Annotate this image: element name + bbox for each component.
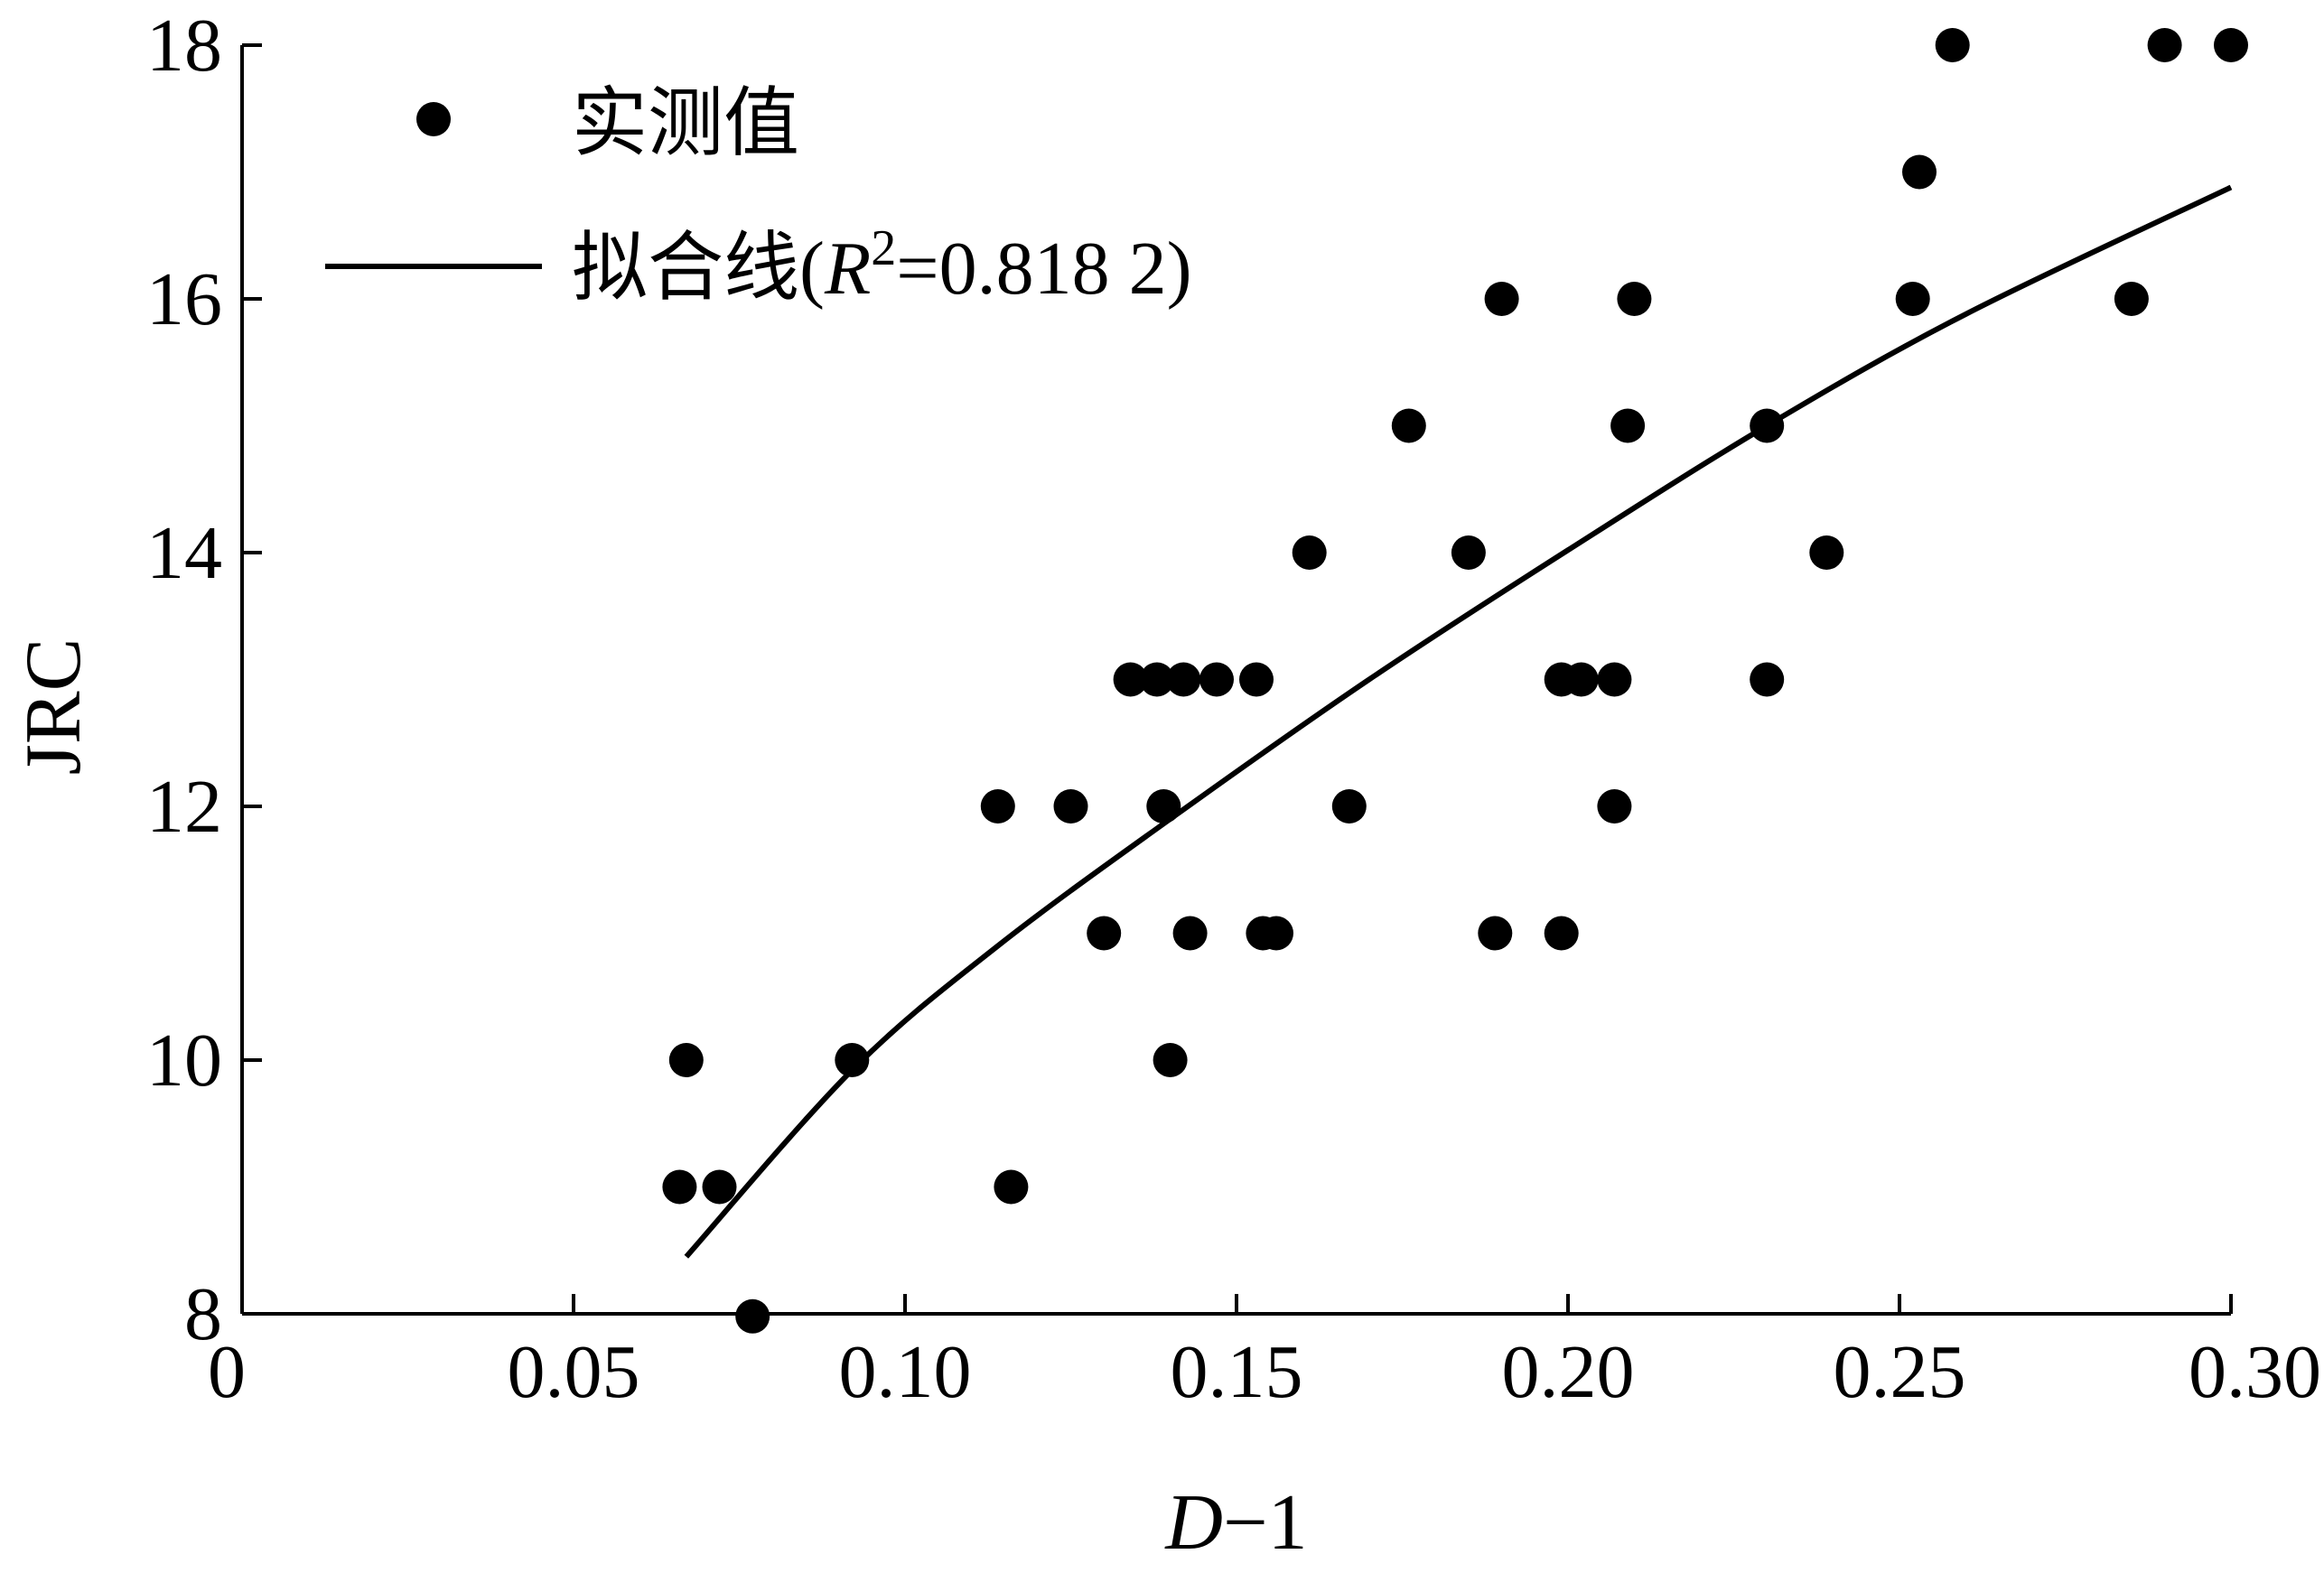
x-tick-label: 0.05	[508, 1330, 640, 1414]
y-tick-label: 14	[146, 511, 222, 595]
data-point	[1617, 282, 1652, 316]
data-point	[668, 1043, 704, 1077]
legend-fit-sup: 2	[871, 220, 896, 276]
data-point	[1597, 789, 1632, 824]
y-tick-label: 12	[146, 765, 222, 849]
data-point	[1053, 789, 1088, 824]
legend-fit-r: R	[824, 227, 871, 311]
x-tick-label: 0.30	[2189, 1330, 2321, 1414]
data-point	[1935, 28, 1970, 62]
data-point	[1259, 916, 1293, 951]
data-point	[1563, 662, 1599, 697]
data-point	[1139, 662, 1174, 697]
y-axis-title: JRC	[10, 638, 98, 776]
y-tick-label: 10	[146, 1019, 222, 1103]
fit-line-layer	[684, 184, 2233, 1259]
legend-label-fit: 拟合线(R2=0.818 2)	[572, 220, 1192, 311]
data-point	[1199, 662, 1234, 697]
data-point	[1087, 916, 1122, 951]
x-axis-title-rest: −1	[1223, 1479, 1308, 1567]
data-point	[1902, 154, 1937, 190]
data-point	[1809, 535, 1844, 570]
data-point	[1750, 408, 1785, 443]
data-point	[1610, 408, 1646, 443]
data-point	[1292, 535, 1327, 570]
data-point	[2147, 28, 2182, 62]
legend-marker-measured	[416, 102, 451, 136]
axes: 0 0.05 0.10 0.15 0.20 0.25 0.30 8 10 12 14 16 18 D−1 J…	[10, 4, 2321, 1567]
legend: 实测值 拟合线(R2=0.818 2)	[325, 82, 1192, 311]
data-point	[1484, 282, 1519, 316]
data-point	[1166, 662, 1201, 697]
data-point	[1597, 662, 1632, 697]
data-point	[735, 1298, 770, 1334]
x-tick-label: 0.15	[1171, 1330, 1303, 1414]
legend-fit-prefix: 拟合线(	[572, 227, 825, 311]
x-tick-label: 0.20	[1502, 1330, 1635, 1414]
data-point	[1750, 662, 1785, 697]
legend-label-measured: 实测值	[572, 82, 799, 166]
data-point	[1239, 662, 1274, 697]
fit-curve	[684, 184, 2233, 1259]
data-point	[662, 1169, 697, 1205]
points-layer	[662, 28, 2248, 1334]
data-point	[994, 1169, 1029, 1205]
data-point	[1895, 282, 1930, 316]
x-tick-label: 0	[208, 1330, 246, 1414]
data-point	[1544, 916, 1579, 951]
x-axis-title: D−1	[1164, 1479, 1307, 1567]
x-axis-title-variable: D	[1164, 1479, 1223, 1567]
data-point	[980, 789, 1015, 824]
data-point	[2114, 282, 2149, 316]
data-point	[1331, 789, 1367, 824]
data-point	[2214, 28, 2248, 62]
y-tick-label: 18	[146, 4, 222, 88]
data-point	[1153, 1043, 1188, 1077]
data-point	[1391, 408, 1426, 443]
data-point	[1172, 916, 1208, 951]
data-point	[1451, 535, 1486, 570]
y-tick-label: 8	[184, 1272, 222, 1356]
data-point	[702, 1169, 737, 1205]
legend-fit-value: =0.818 2)	[896, 227, 1191, 311]
data-point	[835, 1043, 870, 1077]
data-point	[1478, 916, 1513, 951]
data-point	[1113, 662, 1148, 697]
x-tick-label: 0.25	[1834, 1330, 1966, 1414]
y-tick-label: 16	[146, 257, 222, 341]
data-point	[1146, 789, 1181, 824]
x-tick-label: 0.10	[839, 1330, 972, 1414]
